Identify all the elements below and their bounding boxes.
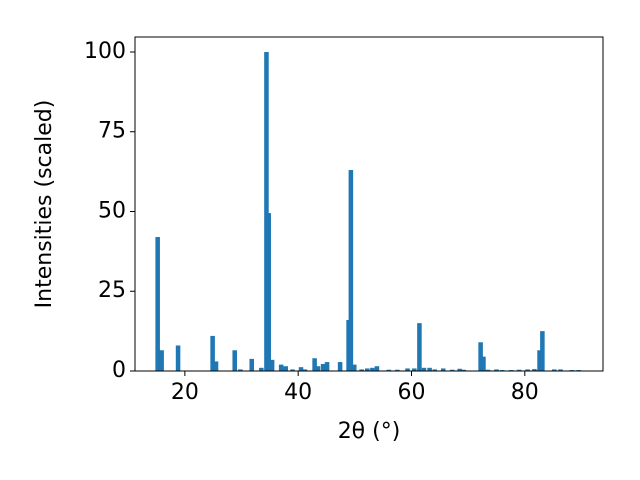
bar [324,362,330,371]
bar [450,369,455,371]
x-tick-label: 80 [511,380,539,405]
bar [516,369,522,371]
y-tick-label: 25 [98,278,126,303]
bar [159,350,164,371]
bar [320,363,326,371]
x-axis-label: 2θ (°) [338,419,401,444]
bar [283,366,288,371]
y-tick-label: 50 [98,198,126,223]
bar [532,369,537,371]
bar [440,368,446,371]
bar [269,359,275,371]
bar [417,323,422,371]
bar [365,368,370,371]
y-tick-label: 100 [84,39,126,64]
bar [370,367,375,371]
bar [494,369,499,371]
bar [478,342,483,371]
bar [210,335,215,371]
bar [232,350,237,371]
bar [337,362,343,371]
bar [359,369,364,371]
bar [249,358,254,371]
bar [278,364,284,371]
bar [175,345,181,371]
plot-frame [134,36,604,372]
x-tick-label: 40 [284,380,312,405]
bar [558,369,563,371]
bar [540,331,545,371]
bar [302,369,308,371]
bar [427,367,432,371]
bar [352,364,357,371]
bar [298,367,304,371]
bar [485,369,491,371]
bar [155,237,160,371]
y-tick-label: 75 [98,119,126,144]
bar [395,369,400,371]
bar [421,367,427,371]
bar [537,350,542,371]
bar [481,356,486,371]
bar [238,369,243,371]
bar [457,368,462,371]
bar [412,368,417,371]
x-tick-label: 60 [397,380,425,405]
bar [552,369,557,371]
bar [525,369,530,371]
bar [264,51,269,371]
bar [312,358,317,371]
bar [432,369,437,371]
y-tick-label: 0 [112,358,126,383]
bar [348,170,354,371]
bar [290,369,295,371]
x-tick-label: 20 [171,380,199,405]
bar [259,367,264,371]
bar [374,366,380,371]
bar [266,213,271,371]
bar [315,366,321,371]
y-axis-label: Intensities (scaled) [32,100,57,309]
bar [461,369,466,371]
bar [386,369,392,371]
bar [405,368,410,371]
bar [213,361,219,371]
